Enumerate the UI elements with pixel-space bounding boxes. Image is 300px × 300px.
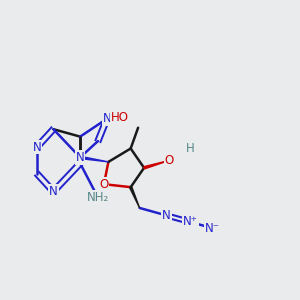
- Polygon shape: [130, 187, 140, 208]
- Polygon shape: [144, 160, 169, 169]
- Text: HO: HO: [111, 111, 129, 124]
- Text: N⁺: N⁺: [183, 215, 198, 228]
- Text: N⁻: N⁻: [205, 222, 220, 235]
- Text: NH₂: NH₂: [87, 191, 109, 204]
- Text: N: N: [49, 185, 58, 198]
- Text: H: H: [186, 142, 194, 155]
- Text: O: O: [165, 154, 174, 167]
- Text: N: N: [76, 151, 85, 164]
- Text: N: N: [103, 112, 111, 125]
- Polygon shape: [80, 156, 108, 162]
- Text: O: O: [99, 178, 109, 191]
- Text: N: N: [162, 209, 171, 222]
- Text: N: N: [33, 140, 41, 154]
